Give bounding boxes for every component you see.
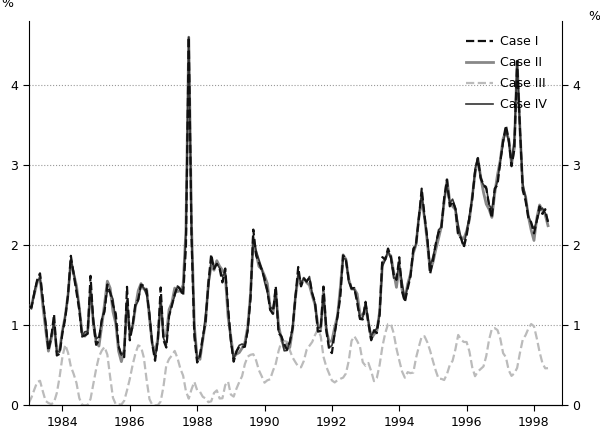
- Case II: [331, 325, 338, 330]
- Case IV: [508, 159, 515, 165]
- Case IV: [331, 333, 338, 338]
- Case III: [328, 378, 335, 383]
- Case III: [25, 401, 32, 406]
- Legend: Case I, Case II, Case III, Case IV: Case I, Case II, Case III, Case IV: [462, 31, 550, 115]
- Case III: [387, 321, 394, 326]
- Case II: [25, 305, 32, 310]
- Case III: [427, 348, 434, 353]
- Case I: [104, 282, 111, 287]
- Case IV: [25, 304, 32, 310]
- Case II: [544, 223, 551, 228]
- Line: Case II: Case II: [29, 37, 548, 362]
- Case I: [427, 271, 434, 276]
- Case II: [508, 162, 515, 167]
- Case II: [353, 291, 361, 297]
- Case IV: [230, 357, 237, 362]
- Case I: [194, 360, 201, 365]
- Case IV: [353, 297, 361, 303]
- Case II: [427, 268, 434, 273]
- Case III: [275, 349, 282, 354]
- Case I: [544, 220, 551, 226]
- Case III: [151, 403, 158, 408]
- Case IV: [278, 334, 285, 339]
- Line: Case I: Case I: [29, 37, 548, 362]
- Y-axis label: %: %: [1, 0, 13, 10]
- Case IV: [185, 35, 193, 40]
- Case II: [185, 35, 193, 40]
- Case IV: [104, 288, 111, 293]
- Case I: [508, 164, 515, 169]
- Case II: [278, 336, 285, 342]
- Case IV: [427, 263, 434, 268]
- Case III: [104, 352, 111, 357]
- Line: Case IV: Case IV: [29, 37, 548, 359]
- Line: Case III: Case III: [29, 324, 548, 405]
- Case I: [353, 300, 361, 305]
- Case I: [331, 330, 338, 336]
- Case I: [25, 304, 32, 309]
- Case I: [185, 35, 193, 40]
- Case II: [118, 359, 125, 364]
- Case III: [351, 334, 358, 339]
- Case IV: [544, 218, 551, 223]
- Y-axis label: %: %: [588, 10, 600, 23]
- Case III: [544, 365, 551, 371]
- Case III: [508, 373, 515, 378]
- Case I: [278, 333, 285, 339]
- Case II: [104, 278, 111, 284]
